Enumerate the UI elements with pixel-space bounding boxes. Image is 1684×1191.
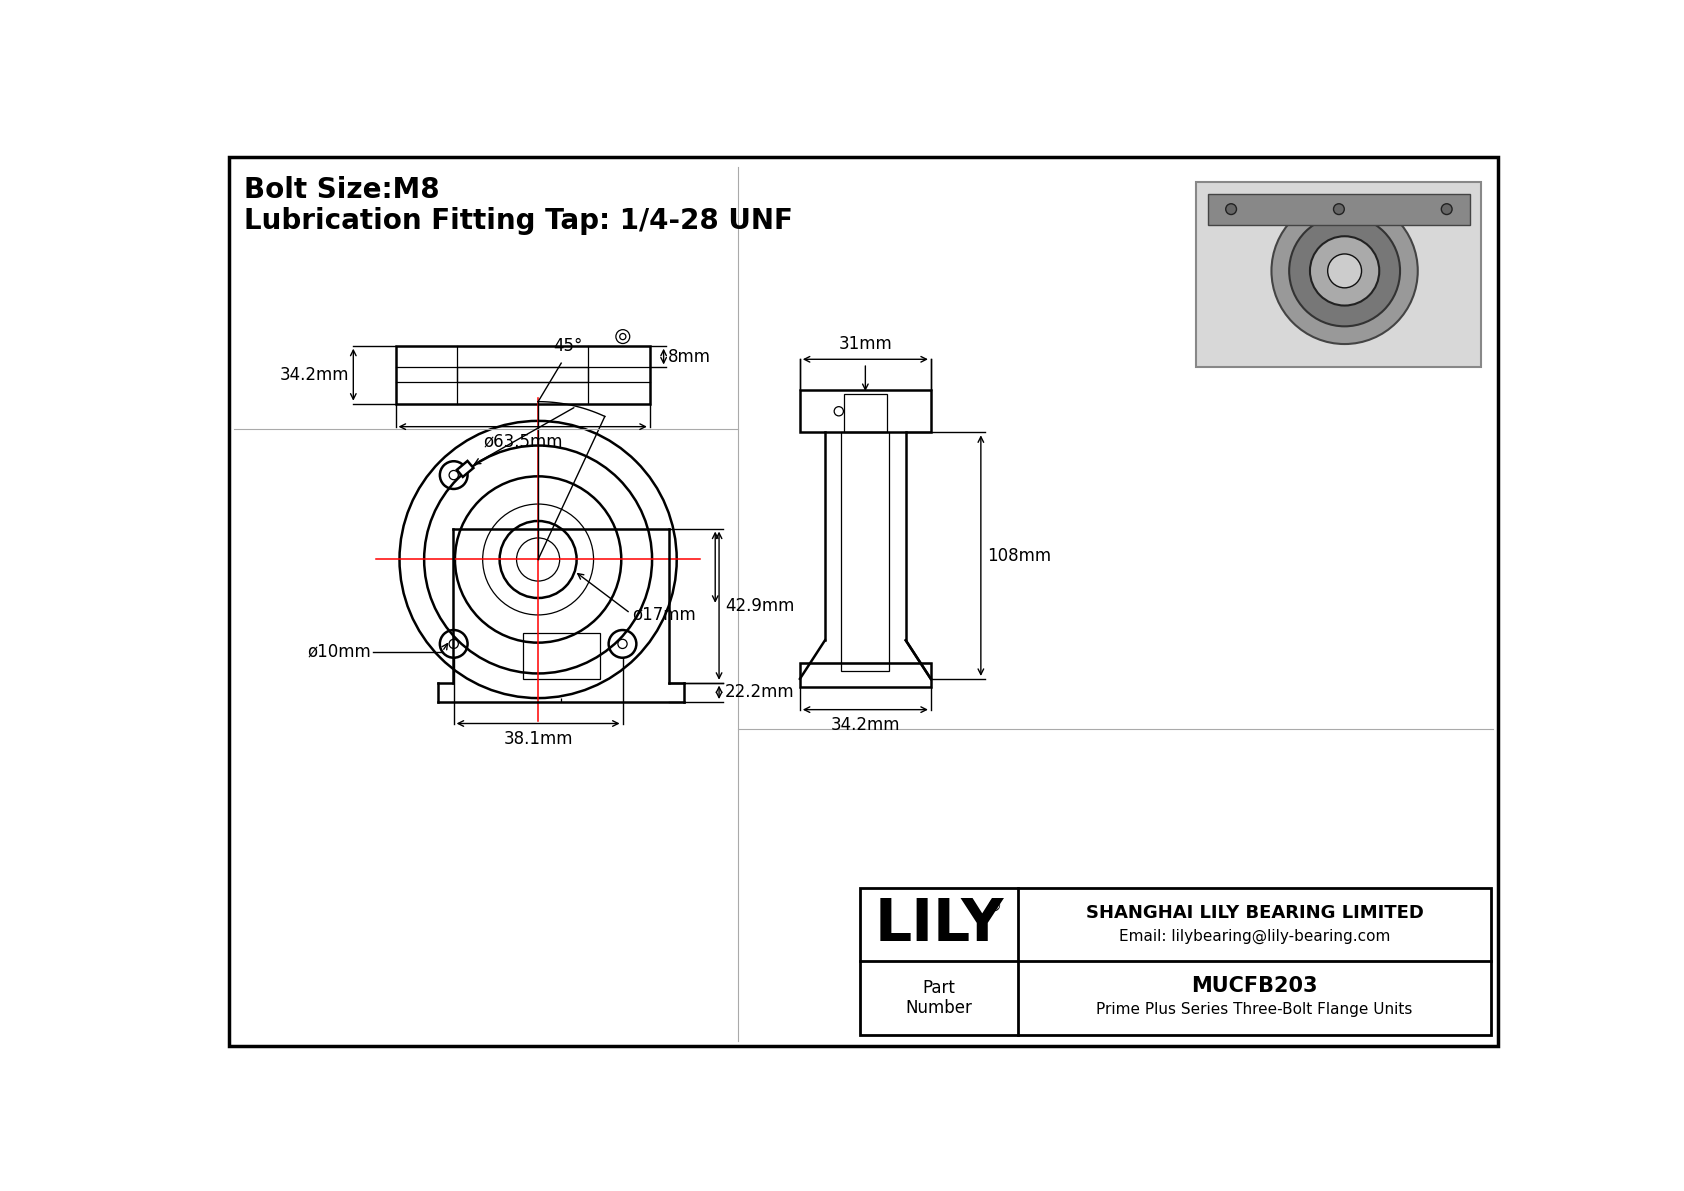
Circle shape <box>1271 198 1418 344</box>
Text: Lubrication Fitting Tap: 1/4-28 UNF: Lubrication Fitting Tap: 1/4-28 UNF <box>244 207 793 235</box>
Bar <box>522 632 600 679</box>
Text: 22.2mm: 22.2mm <box>726 684 795 701</box>
Text: ø10mm: ø10mm <box>308 643 372 661</box>
Bar <box>861 888 1492 1035</box>
Bar <box>456 461 473 476</box>
Text: 31mm: 31mm <box>839 335 893 353</box>
Circle shape <box>1290 216 1399 326</box>
Circle shape <box>1334 204 1344 214</box>
Bar <box>458 367 588 382</box>
Bar <box>396 345 650 404</box>
Text: 108mm: 108mm <box>987 547 1051 565</box>
Text: ø17mm: ø17mm <box>632 606 695 624</box>
Circle shape <box>1310 236 1379 306</box>
Bar <box>1207 194 1470 225</box>
Circle shape <box>1442 204 1452 214</box>
Bar <box>842 432 889 672</box>
Text: Part
Number: Part Number <box>906 979 973 1017</box>
Circle shape <box>1327 254 1362 288</box>
Bar <box>1196 182 1482 367</box>
Text: 45°: 45° <box>554 337 583 355</box>
Text: SHANGHAI LILY BEARING LIMITED: SHANGHAI LILY BEARING LIMITED <box>1086 904 1423 922</box>
Text: MUCFB203: MUCFB203 <box>1191 977 1319 997</box>
Bar <box>844 394 886 432</box>
Text: Email: lilybearing@lily-bearing.com: Email: lilybearing@lily-bearing.com <box>1118 929 1391 944</box>
Text: 34.2mm: 34.2mm <box>830 716 901 734</box>
Circle shape <box>1226 204 1236 214</box>
Text: 42.9mm: 42.9mm <box>726 597 795 615</box>
Text: 38.1mm: 38.1mm <box>504 730 573 748</box>
Text: LILY: LILY <box>874 897 1004 953</box>
Bar <box>800 391 931 432</box>
Text: Bolt Size:M8: Bolt Size:M8 <box>244 176 440 204</box>
Text: ®: ® <box>987 899 1002 913</box>
Text: 8mm: 8mm <box>667 348 711 366</box>
Text: ø63.5mm: ø63.5mm <box>483 432 562 451</box>
Bar <box>800 663 931 686</box>
Text: Prime Plus Series Three-Bolt Flange Units: Prime Plus Series Three-Bolt Flange Unit… <box>1096 1002 1413 1017</box>
Text: 34.2mm: 34.2mm <box>280 366 350 384</box>
